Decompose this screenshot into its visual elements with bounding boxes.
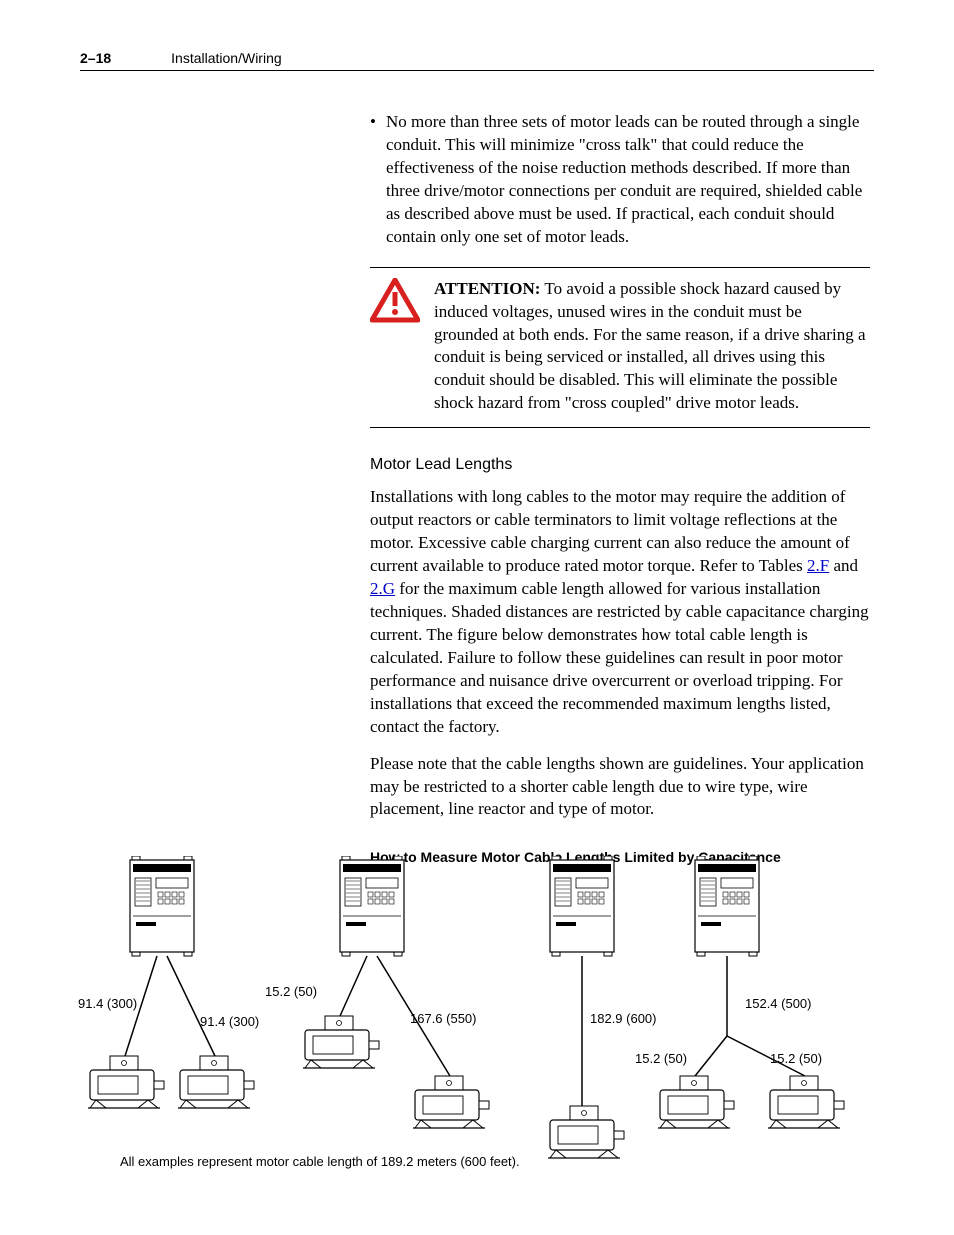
drive-unit xyxy=(695,856,759,956)
section-name: Installation/Wiring xyxy=(171,50,282,66)
page-number: 2–18 xyxy=(80,50,111,66)
bullet-text: No more than three sets of motor leads c… xyxy=(386,111,870,249)
attention-label: ATTENTION: xyxy=(434,279,540,298)
motor-unit xyxy=(548,1106,624,1158)
page-header: 2–18 Installation/Wiring xyxy=(80,50,874,71)
subheading: Motor Lead Lengths xyxy=(370,456,870,474)
figure-label: 15.2 (50) xyxy=(265,984,317,999)
bullet-dot: • xyxy=(370,111,376,249)
para1-post: for the maximum cable length allowed for… xyxy=(370,579,869,736)
para1-pre: Installations with long cables to the mo… xyxy=(370,487,850,575)
drive-unit xyxy=(130,856,194,956)
motor-unit xyxy=(88,1056,164,1108)
body-column: • No more than three sets of motor leads… xyxy=(370,111,870,865)
motor-unit xyxy=(768,1076,844,1128)
figure-label: 167.6 (550) xyxy=(410,1011,477,1026)
figure-label: 15.2 (50) xyxy=(635,1051,687,1066)
attention-text: ATTENTION: To avoid a possible shock haz… xyxy=(434,278,870,416)
drive-unit xyxy=(340,856,404,956)
figure-footnote: All examples represent motor cable lengt… xyxy=(120,1154,520,1169)
figure-label: 91.4 (300) xyxy=(78,996,137,1011)
paragraph-1: Installations with long cables to the mo… xyxy=(370,486,870,738)
attention-box: ATTENTION: To avoid a possible shock haz… xyxy=(370,267,870,429)
figure-label: 15.2 (50) xyxy=(770,1051,822,1066)
page: 2–18 Installation/Wiring • No more than … xyxy=(0,0,954,1235)
paragraph-2: Please note that the cable lengths shown… xyxy=(370,753,870,822)
link-table-2f[interactable]: 2.F xyxy=(807,556,829,575)
figure-label: 152.4 (500) xyxy=(745,996,812,1011)
motor-unit xyxy=(658,1076,734,1128)
motor-unit xyxy=(303,1016,379,1068)
para1-mid: and xyxy=(829,556,858,575)
figure-area: 91.4 (300) 91.4 (300) 15.2 (50) 167.6 (550)… xyxy=(80,856,874,1186)
motor-unit xyxy=(413,1076,489,1128)
link-table-2g[interactable]: 2.G xyxy=(370,579,395,598)
bullet-item: • No more than three sets of motor leads… xyxy=(370,111,870,249)
drive-unit xyxy=(550,856,614,956)
attention-body: To avoid a possible shock hazard caused … xyxy=(434,279,866,413)
figure-label: 182.9 (600) xyxy=(590,1011,657,1026)
warning-icon xyxy=(370,278,420,416)
figure-label: 91.4 (300) xyxy=(200,1014,259,1029)
motor-unit xyxy=(178,1056,254,1108)
